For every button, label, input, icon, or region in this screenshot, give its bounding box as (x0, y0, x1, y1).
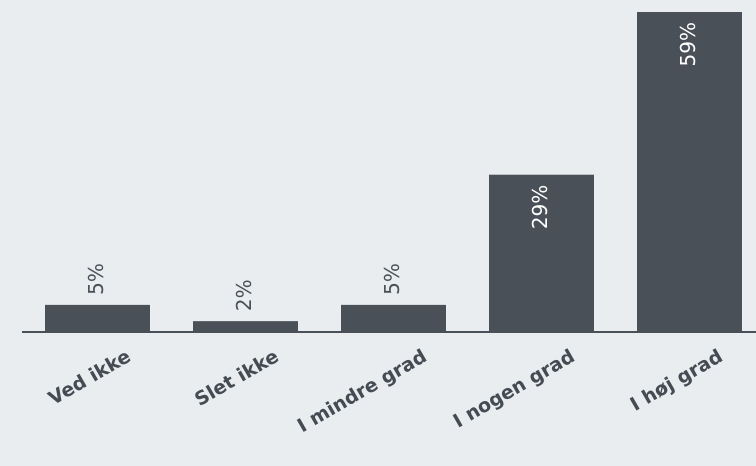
category-label-1: Slet ikke (191, 345, 282, 411)
category-label-3: I nogen grad (449, 345, 578, 432)
bar-4 (637, 12, 742, 332)
category-labels-group: Ved ikke Slet ikke I mindre grad I nogen gr… (45, 345, 727, 437)
value-label-0: 5% (84, 263, 108, 295)
value-label-3: 29% (528, 185, 552, 229)
bar-1 (193, 321, 298, 332)
category-label-0: Ved ikke (45, 345, 135, 410)
bar-3 (489, 174, 594, 332)
bar-2 (341, 304, 446, 332)
value-label-2: 5% (380, 263, 404, 295)
value-label-4: 59% (676, 22, 700, 66)
bars-group (45, 12, 742, 332)
category-label-2: I mindre grad (294, 345, 431, 437)
value-labels-group: 5% 2% 5% 29% 59% (84, 22, 700, 311)
bar-0 (45, 304, 150, 332)
category-label-4: I høj grad (626, 345, 726, 415)
value-label-1: 2% (232, 279, 256, 311)
